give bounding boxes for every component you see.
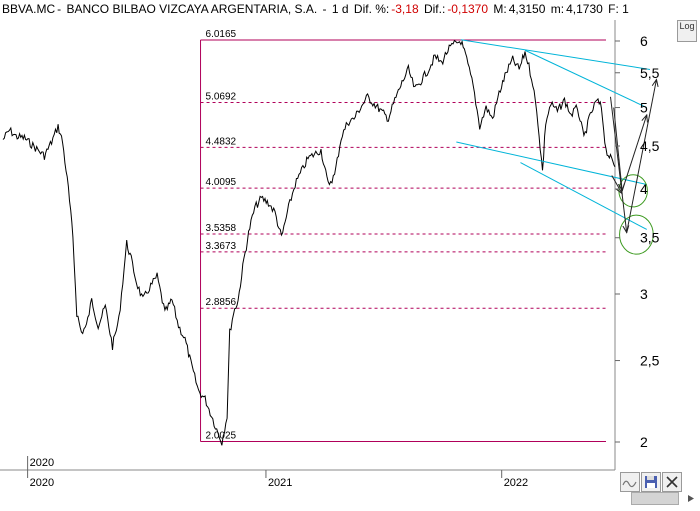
projection-arrow	[626, 79, 657, 233]
y-axis: 6 5,5 5 4,5 4 3,5 3 2,5 2	[615, 33, 660, 450]
fib-level-label: 3.3673	[206, 241, 237, 252]
dif-pct-value: -3,18	[391, 2, 419, 16]
floppy-disk-icon	[645, 476, 657, 488]
x-tick-label: 2022	[504, 477, 528, 489]
chart-header: BBVA.MC - BANCO BILBAO VIZCAYA ARGENTARIA…	[2, 2, 631, 18]
fib-level-label: 2.8856	[206, 297, 237, 308]
close-chart-button[interactable]	[662, 472, 682, 492]
trend-line	[456, 141, 647, 185]
save-button[interactable]	[641, 472, 661, 492]
trend-line	[460, 39, 651, 70]
projection-arrow	[611, 175, 622, 194]
dif-label: Dif.:	[423, 2, 446, 16]
trend-line	[524, 49, 647, 109]
max-value: 4,3150	[508, 2, 546, 16]
chevron-right-icon	[688, 495, 694, 502]
min-value: 4,1730	[566, 2, 603, 16]
min-label: m:	[550, 2, 565, 16]
dif-value: -0,1370	[447, 2, 489, 16]
price-line	[2, 39, 616, 446]
period-label: 1 d	[331, 2, 349, 16]
chart-style-button[interactable]	[620, 472, 640, 492]
close-icon	[666, 476, 678, 488]
fib-level-label: 5.0692	[206, 92, 237, 103]
y-tick-label: 6	[640, 33, 648, 49]
header-separator: -	[57, 2, 62, 16]
y-tick-label: 4	[640, 181, 648, 197]
scroll-right-arrow[interactable]	[684, 491, 698, 506]
y-tick-label: 3,5	[640, 230, 660, 246]
y-tick-label: 4,5	[640, 138, 660, 154]
freq-label: F: 1	[608, 2, 629, 16]
support-ellipse	[619, 214, 654, 255]
x-tick-label: 2020	[30, 477, 54, 489]
y-tick-label: 2	[640, 434, 648, 450]
log-scale-button[interactable]: Log	[677, 20, 697, 42]
fib-level-label: 3.5358	[206, 223, 237, 234]
fibonacci-levels: 6.0165 5.0692 4.4832 4.0095 3.5358 3.3673 2.88…	[200, 29, 606, 443]
plot-frame	[0, 20, 616, 471]
fib-level-label: 2.0025	[206, 431, 237, 442]
symbol-label: BBVA.MC	[2, 2, 56, 16]
inner-year-label: 2020	[30, 457, 54, 469]
horizontal-scrollbar-thumb[interactable]	[631, 492, 679, 505]
projection-arrows	[609, 79, 657, 233]
dif-pct-label: Dif. %:	[353, 2, 390, 16]
y-tick-label: 2,5	[640, 353, 660, 369]
y-tick-label: 5,5	[640, 65, 660, 81]
y-tick-label: 3	[640, 286, 648, 302]
y-tick-label: 5	[640, 100, 648, 116]
max-label: M:	[493, 2, 507, 16]
projection-arrow	[613, 107, 622, 191]
wave-icon	[622, 480, 637, 488]
x-axis: 2020 2021 2022 2020	[27, 456, 528, 489]
company-name: BANCO BILBAO VIZCAYA ARGENTARIA, S.A.	[66, 2, 318, 16]
projection-arrow	[621, 115, 647, 191]
x-tick-label: 2021	[268, 477, 292, 489]
fib-level-label: 4.0095	[206, 177, 237, 188]
log-button-label: Log	[679, 21, 695, 31]
trend-lines	[456, 39, 651, 230]
projection-arrow	[609, 96, 626, 233]
fib-level-label: 6.0165	[206, 29, 237, 40]
trend-line	[520, 162, 647, 230]
header-separator: -	[322, 2, 327, 16]
fib-level-label: 4.4832	[206, 136, 237, 147]
price-series	[2, 39, 616, 446]
